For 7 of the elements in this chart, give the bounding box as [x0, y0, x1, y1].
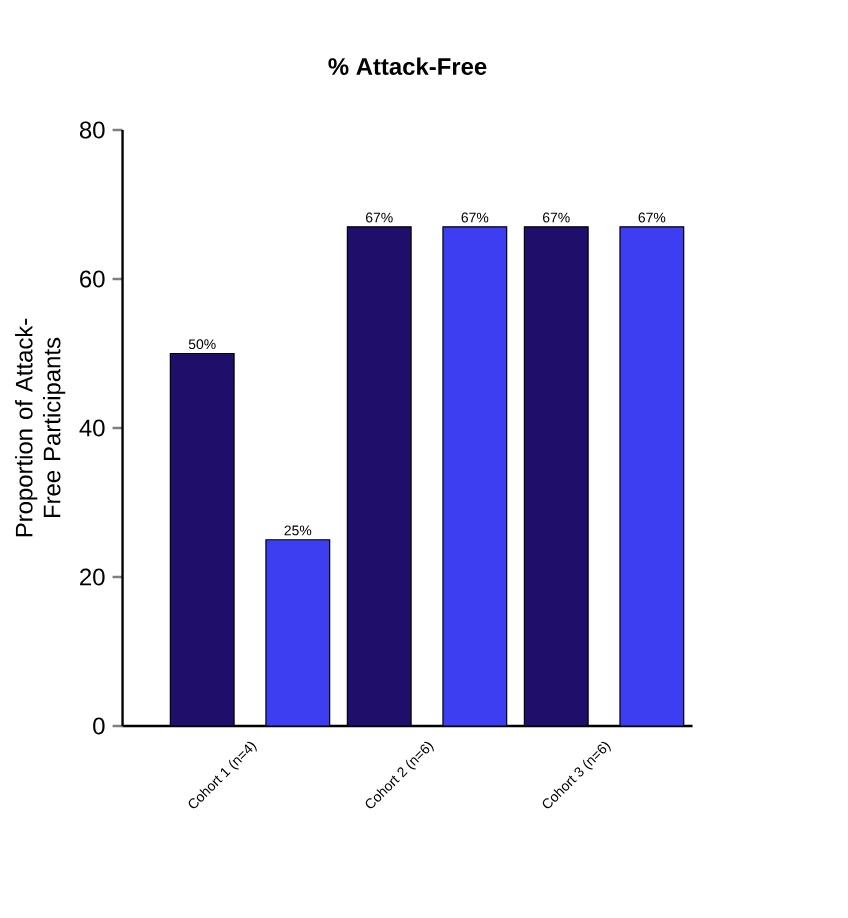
y-tick-label: 40 [79, 419, 105, 437]
chart-title: % Attack-Free [328, 57, 487, 75]
y-axis-title: Proportion of Attack-Free Participants [15, 318, 66, 537]
y-tick-label: 60 [80, 270, 105, 288]
y-tick-label: 0 [93, 717, 105, 735]
y-tick-label: 80 [79, 121, 105, 139]
y-tick-label: 20 [80, 568, 105, 586]
